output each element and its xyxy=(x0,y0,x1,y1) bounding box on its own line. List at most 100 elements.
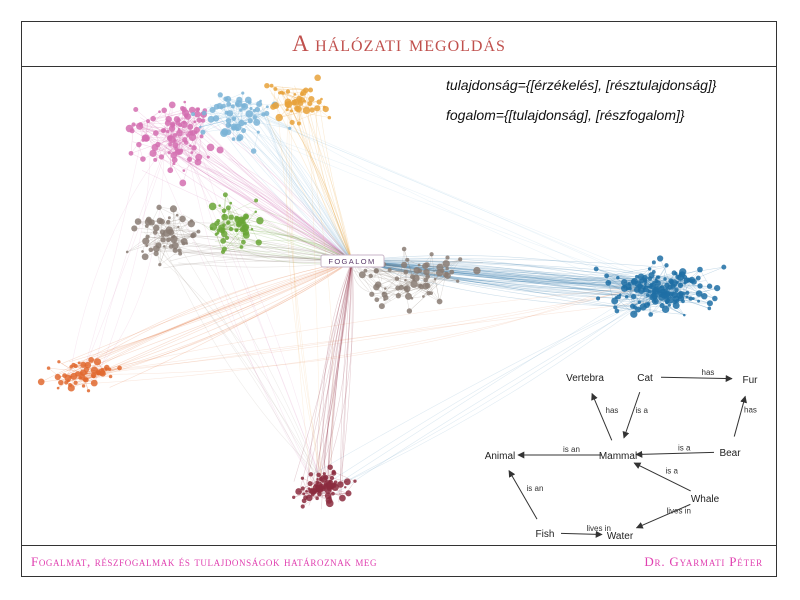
network-edge xyxy=(351,260,634,280)
network-edge xyxy=(351,260,699,282)
network-edge xyxy=(342,481,356,499)
network-node xyxy=(141,250,144,253)
network-edge xyxy=(317,260,353,476)
network-node xyxy=(654,278,658,281)
network-node xyxy=(171,242,179,250)
network-edge xyxy=(351,260,666,282)
network-edge xyxy=(189,143,353,262)
network-node xyxy=(714,284,721,292)
semantic-edge-label: lives in xyxy=(587,524,611,533)
network-edge xyxy=(69,128,181,375)
network-edge xyxy=(270,92,353,262)
network-edge xyxy=(434,278,440,302)
network-node xyxy=(200,118,206,123)
network-node xyxy=(96,371,101,376)
network-node xyxy=(401,246,407,252)
network-node xyxy=(249,106,253,111)
network-node xyxy=(172,133,178,138)
network-node xyxy=(225,122,232,128)
network-node xyxy=(628,286,632,291)
network-node xyxy=(200,129,206,135)
semantic-edge xyxy=(660,375,733,383)
semantic-node-mammal: Mammal xyxy=(599,451,637,462)
network-node xyxy=(179,215,186,223)
footer-author: Dr. Gyarmati Péter xyxy=(644,554,763,569)
network-node xyxy=(303,99,307,103)
network-node xyxy=(302,492,306,496)
network-node xyxy=(281,91,285,95)
network-node xyxy=(417,284,422,288)
network-node xyxy=(677,273,684,281)
network-node xyxy=(100,367,105,372)
network-node xyxy=(653,300,657,304)
network-edge xyxy=(92,284,678,372)
network-node xyxy=(296,121,302,126)
network-node xyxy=(406,308,413,314)
network-node xyxy=(179,179,187,187)
network-edge xyxy=(362,274,378,300)
network-node xyxy=(652,281,656,284)
network-edge xyxy=(268,119,353,262)
network-node xyxy=(664,263,669,268)
network-node xyxy=(646,302,651,306)
network-node xyxy=(665,287,669,291)
network-node xyxy=(381,291,388,298)
network-edge xyxy=(188,107,353,262)
network-node xyxy=(325,499,334,508)
network-edge xyxy=(248,103,657,300)
network-node xyxy=(230,104,235,109)
network-edge xyxy=(298,102,334,482)
network-node xyxy=(309,488,317,495)
semantic-edge-label: is a xyxy=(678,444,691,453)
semantic-edge-label: is a xyxy=(666,467,679,476)
network-node xyxy=(129,128,135,134)
network-edge xyxy=(351,260,665,288)
network-node xyxy=(318,476,324,482)
network-edge xyxy=(305,260,353,486)
network-node xyxy=(199,125,202,129)
network-edge xyxy=(146,137,191,147)
network-node xyxy=(634,274,639,279)
network-node xyxy=(244,214,249,219)
network-edge xyxy=(88,282,628,375)
network-edge xyxy=(189,117,353,262)
network-edge xyxy=(212,206,247,217)
network-edge xyxy=(261,102,353,262)
network-edge xyxy=(381,287,399,307)
network-node xyxy=(142,134,150,142)
network-edge xyxy=(158,207,183,220)
network-node xyxy=(156,204,162,211)
network-node xyxy=(674,287,679,293)
network-edge xyxy=(153,112,186,119)
network-edge xyxy=(407,259,413,277)
network-node xyxy=(363,268,368,273)
network-edge xyxy=(223,105,264,115)
network-node xyxy=(658,292,663,298)
network-edge xyxy=(376,264,405,272)
network-node xyxy=(220,229,225,234)
network-edge xyxy=(351,260,668,291)
network-node xyxy=(637,300,641,304)
network-edge xyxy=(411,286,422,299)
network-edge xyxy=(146,241,185,246)
network-node xyxy=(93,358,102,366)
network-node xyxy=(327,464,333,470)
network-node xyxy=(323,474,329,481)
network-node xyxy=(196,107,200,111)
network-node xyxy=(639,303,647,311)
network-edge xyxy=(188,141,319,490)
network-edge xyxy=(210,100,261,120)
network-node xyxy=(216,218,221,223)
network-node xyxy=(409,274,416,280)
network-edge xyxy=(365,270,402,288)
network-node xyxy=(172,247,178,253)
network-node xyxy=(647,289,652,294)
network-edge xyxy=(135,109,170,139)
network-node xyxy=(88,357,95,363)
network-edge xyxy=(159,221,163,265)
network-node xyxy=(169,134,173,138)
network-edge xyxy=(82,299,671,375)
network-node xyxy=(196,117,202,123)
network-edge xyxy=(699,269,710,287)
network-node xyxy=(289,119,295,126)
